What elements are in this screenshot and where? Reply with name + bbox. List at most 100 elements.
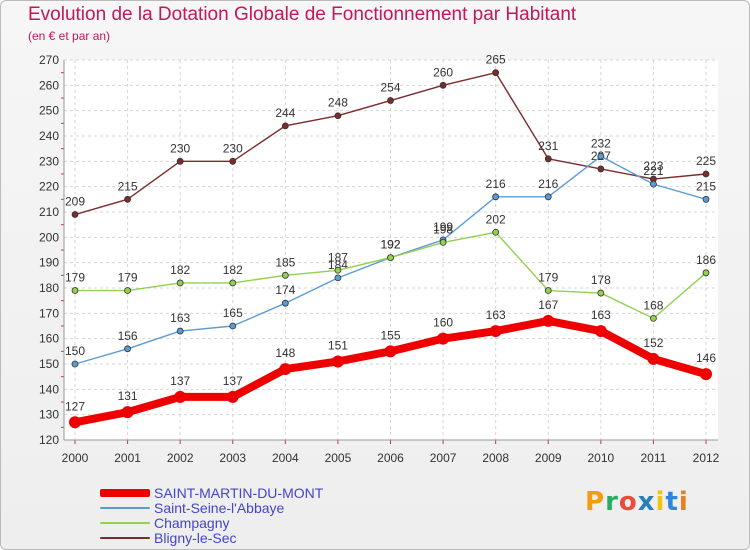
x-tick-label: 2003: [219, 451, 246, 465]
data-point-bligny-le-sec: [387, 97, 394, 104]
data-label-champagny: 202: [486, 212, 506, 226]
data-label-champagny: 192: [380, 238, 400, 252]
legend-item-bligny-le-sec: Bligny-le-Sec: [100, 529, 323, 546]
data-label-champagny: 178: [591, 273, 611, 287]
data-label-saint-seine-l-abbaye: 216: [538, 177, 558, 191]
data-point-champagny: [71, 287, 79, 294]
data-point-saint-martin-du-mont: [489, 325, 502, 338]
data-label-champagny: 182: [223, 263, 243, 277]
data-point-bligny-le-sec: [439, 81, 447, 89]
data-point-saint-seine-l-abbaye: [650, 180, 657, 188]
y-tick-label: 230: [39, 154, 59, 168]
data-label-saint-seine-l-abbaye: 150: [65, 344, 85, 358]
legend-swatch: [100, 521, 150, 524]
x-tick-label: 2009: [535, 451, 562, 465]
chart-legend: SAINT-MARTIN-DU-MONT Saint-Seine-l'Abbaye…: [100, 484, 324, 546]
data-label-bligny-le-sec: 215: [118, 179, 138, 193]
data-label-bligny-le-sec: 244: [275, 106, 295, 120]
data-point-bligny-le-sec: [702, 170, 710, 178]
data-point-bligny-le-sec: [544, 155, 552, 163]
legend-label: Bligny-le-Sec: [154, 529, 237, 546]
data-point-bligny-le-sec: [124, 195, 131, 203]
y-tick-label: 130: [39, 408, 59, 422]
data-label-bligny-le-sec: 260: [433, 65, 453, 79]
proxiti-logo: Proxiti: [585, 487, 689, 517]
data-point-champagny: [597, 289, 605, 297]
data-label-bligny-le-sec: 230: [223, 141, 243, 155]
data-point-champagny: [650, 314, 657, 322]
data-label-saint-martin-du-mont: 167: [538, 298, 558, 312]
y-tick-label: 210: [39, 205, 59, 219]
data-point-saint-martin-du-mont: [437, 332, 450, 345]
data-point-saint-seine-l-abbaye: [334, 274, 342, 282]
data-label-bligny-le-sec: 254: [380, 81, 400, 95]
logo-letter: t: [665, 487, 679, 517]
data-label-champagny: 168: [643, 298, 663, 312]
data-label-champagny: 182: [170, 263, 190, 277]
data-label-bligny-le-sec: 223: [643, 159, 663, 173]
data-label-saint-seine-l-abbaye: 192: [380, 238, 400, 252]
data-point-saint-martin-du-mont: [700, 368, 712, 381]
data-label-bligny-le-sec: 265: [486, 53, 506, 67]
legend-item-saint-seine-l-abbaye: Saint-Seine-l'Abbaye: [100, 499, 323, 516]
data-label-saint-seine-l-abbaye: 156: [118, 329, 138, 343]
y-tick-label: 250: [39, 104, 59, 118]
y-tick-label: 160: [39, 332, 59, 346]
y-tick-label: 170: [39, 306, 59, 320]
data-label-saint-seine-l-abbaye: 215: [696, 179, 716, 193]
data-label-champagny: 185: [275, 255, 295, 269]
y-tick-label: 180: [39, 281, 59, 295]
data-label-saint-martin-du-mont: 127: [65, 399, 85, 413]
data-label-saint-martin-du-mont: 163: [486, 308, 506, 322]
chart-subtitle: (en € et par an): [28, 29, 111, 43]
data-point-champagny: [702, 269, 710, 277]
data-point-saint-martin-du-mont: [331, 355, 344, 368]
data-label-champagny: 187: [328, 250, 348, 264]
legend-swatch: [100, 506, 150, 509]
data-label-saint-martin-du-mont: 163: [591, 308, 611, 322]
data-point-saint-martin-du-mont: [542, 314, 555, 327]
data-point-saint-seine-l-abbaye: [124, 345, 131, 353]
x-tick-label: 2006: [377, 451, 404, 465]
y-tick-label: 270: [39, 53, 59, 67]
data-label-saint-martin-du-mont: 148: [275, 346, 295, 360]
x-tick-label: 2012: [693, 451, 720, 465]
y-tick-label: 220: [39, 180, 59, 194]
data-point-bligny-le-sec: [334, 112, 342, 120]
data-label-saint-martin-du-mont: 146: [696, 351, 716, 365]
logo-letter: x: [637, 487, 656, 517]
data-label-saint-seine-l-abbaye: 221: [643, 164, 663, 178]
data-label-saint-seine-l-abbaye: 232: [591, 136, 611, 150]
y-tick-label: 240: [39, 129, 59, 143]
data-point-saint-martin-du-mont: [594, 325, 607, 338]
data-label-champagny: 186: [696, 253, 716, 267]
data-point-champagny: [124, 287, 131, 294]
data-point-saint-martin-du-mont: [384, 345, 397, 358]
legend-item-champagny: Champagny: [100, 514, 323, 531]
x-tick-label: 2010: [587, 451, 614, 465]
data-point-saint-seine-l-abbaye: [229, 322, 237, 330]
data-point-champagny: [229, 279, 237, 287]
data-point-champagny: [492, 228, 500, 236]
legend-label: SAINT-MARTIN-DU-MONT: [154, 484, 324, 501]
data-label-champagny: 198: [433, 222, 453, 236]
y-tick-label: 150: [39, 357, 59, 371]
data-point-saint-martin-du-mont: [121, 406, 134, 419]
data-label-saint-martin-du-mont: 137: [223, 374, 243, 388]
data-point-saint-seine-l-abbaye: [281, 299, 289, 307]
data-label-saint-martin-du-mont: 160: [433, 316, 453, 330]
x-tick-label: 2008: [482, 451, 509, 465]
y-tick-label: 260: [39, 78, 59, 92]
legend-label: Saint-Seine-l'Abbaye: [154, 499, 285, 516]
x-tick-label: 2005: [325, 451, 352, 465]
logo-letter: i: [678, 487, 689, 517]
data-point-saint-seine-l-abbaye: [702, 195, 710, 203]
line-chart: 120 130 140 150 160 170 180 190 200 210 220 230 240 2…: [39, 53, 720, 465]
x-tick-label: 2002: [167, 451, 194, 465]
legend-label: Champagny: [154, 514, 230, 531]
data-point-champagny: [544, 287, 552, 294]
x-tick-label: 2001: [114, 451, 141, 465]
data-label-saint-martin-du-mont: 152: [643, 336, 663, 350]
data-point-saint-martin-du-mont: [226, 390, 239, 403]
data-label-saint-martin-du-mont: 131: [118, 389, 138, 403]
